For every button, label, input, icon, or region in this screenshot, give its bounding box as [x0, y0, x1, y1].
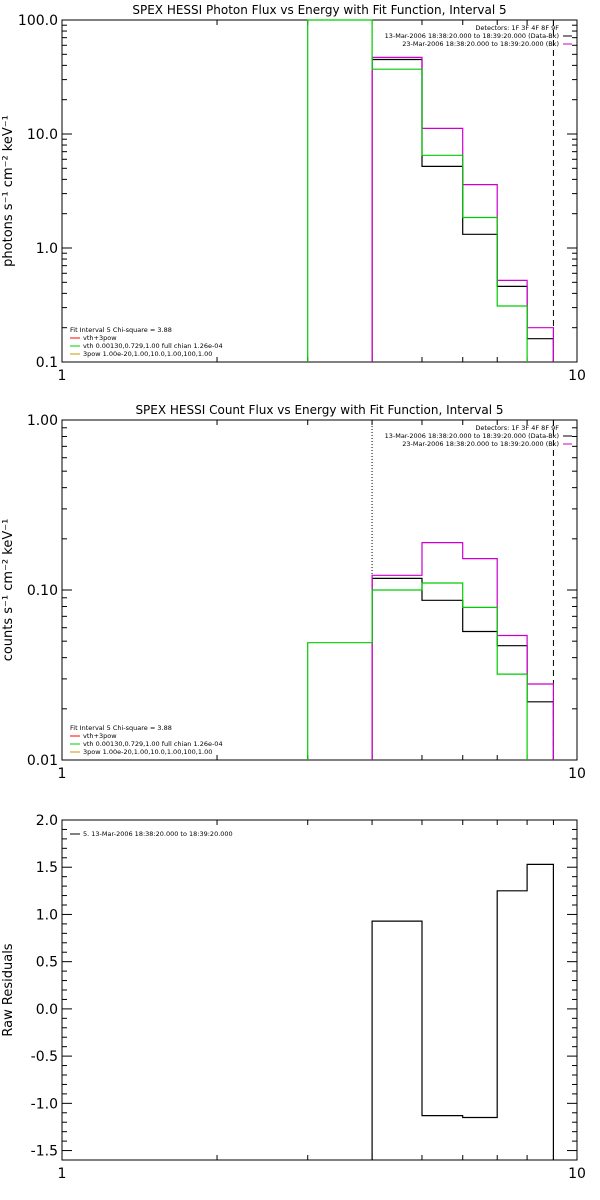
plot-frame	[61, 19, 578, 363]
y-tick-label: 0.01	[27, 753, 58, 769]
series-1-histogram	[371, 863, 554, 1160]
x-tick-label: 10	[568, 368, 586, 384]
legend-entry: Detectors: 1F 3F 4F 8F 9F	[475, 424, 559, 432]
series-3-histogram	[307, 582, 528, 760]
legend-entry: vth 0.00130,0.729,1.00 full chian 1.26e-…	[83, 342, 223, 350]
series-3-histogram	[307, 19, 528, 362]
x-tick-label: 10	[568, 766, 586, 782]
x-tick-label: 10	[568, 1166, 586, 1182]
y-tick-label: 1.0	[36, 241, 58, 257]
chart-panel-1: SPEX HESSI Photon Flux vs Energy with Fi…	[1, 3, 586, 384]
y-tick-label: -1.5	[31, 1144, 58, 1160]
legend-entry: 3pow 1.00e-20,1.00,10.0,1.00,100,1.00	[83, 748, 212, 756]
legend-entry: vth+3pow	[83, 334, 117, 342]
series-1-histogram	[371, 577, 554, 760]
y-tick-label: 10.0	[27, 127, 58, 143]
x-tick-label: 1	[58, 766, 67, 782]
series-1-histogram	[371, 58, 554, 362]
y-tick-label: -1.0	[31, 1096, 58, 1112]
legend-entry: 3pow 1.00e-20,1.00,10.0,1.00,100,1.00	[83, 350, 212, 358]
y-tick-label: 0.10	[27, 583, 58, 599]
y-tick-label: 1.5	[36, 860, 58, 876]
legend-entry: vth 0.00130,0.729,1.00 full chian 1.26e-…	[83, 740, 223, 748]
legend-entry: 5. 13-Mar-2006 18:38:20.000 to 18:39:20.…	[83, 830, 233, 838]
plot-frame	[61, 419, 578, 761]
y-tick-label: 100.0	[18, 13, 58, 29]
chart-title: SPEX HESSI Count Flux vs Energy with Fit…	[135, 403, 503, 417]
legend-entry: 13-Mar-2006 18:38:20.000 to 18:39:20.000…	[385, 32, 559, 40]
legend-entry: 23-Mar-2006 18:38:20.000 to 18:39:20.000…	[402, 40, 559, 48]
legend-entry: Detectors: 1F 3F 4F 8F 9F	[475, 24, 559, 32]
plot-frame	[61, 819, 578, 1161]
legend-entry: Fit Interval 5 Chi-square = 3.88	[70, 724, 172, 732]
y-tick-label: 0.5	[36, 955, 58, 971]
x-tick-label: 1	[58, 1166, 67, 1182]
legend-entry: 23-Mar-2006 18:38:20.000 to 18:39:20.000…	[402, 440, 559, 448]
legend-entry: Fit Interval 5 Chi-square = 3.88	[70, 326, 172, 334]
chart-panel-2: SPEX HESSI Count Flux vs Energy with Fit…	[1, 403, 586, 782]
y-tick-label: 1.0	[36, 907, 58, 923]
y-axis-label: photons s⁻¹ cm⁻² keV⁻¹	[1, 115, 16, 267]
y-tick-label: 1.00	[27, 413, 58, 429]
y-tick-label: 0.1	[36, 355, 58, 371]
chart-panel-3: Raw Residuals 1 10 -1.5 -1.0 -0.5 0.0 0.5 1.0 1.5…	[1, 813, 586, 1182]
y-tick-label: -0.5	[31, 1049, 58, 1065]
x-tick-label: 1	[58, 368, 67, 384]
legend-entry: vth+3pow	[83, 732, 117, 740]
y-axis-label: counts s⁻¹ cm⁻² keV⁻¹	[1, 519, 16, 662]
chart-title: SPEX HESSI Photon Flux vs Energy with Fi…	[132, 3, 506, 17]
y-tick-label: 2.0	[36, 813, 58, 829]
y-axis-label: Raw Residuals	[1, 943, 16, 1036]
legend-entry: 13-Mar-2006 18:38:20.000 to 18:39:20.000…	[385, 432, 559, 440]
series-2-histogram	[371, 56, 554, 362]
series-2-histogram	[371, 542, 554, 760]
y-tick-label: 0.0	[36, 1002, 58, 1018]
